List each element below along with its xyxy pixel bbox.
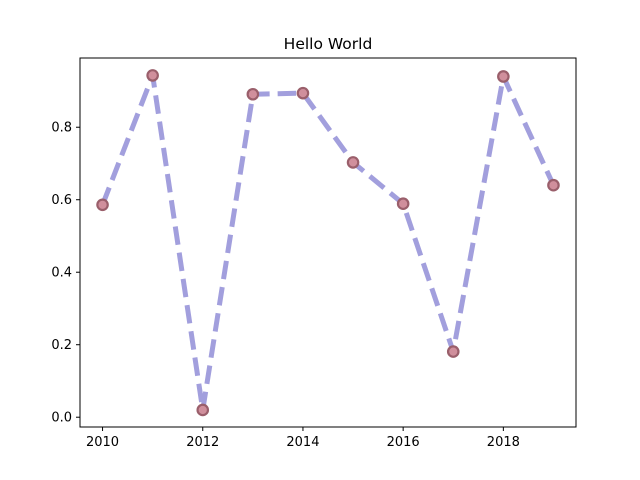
plot-frame	[79, 57, 577, 428]
x-tick-label: 2014	[286, 435, 319, 450]
data-point	[96, 198, 109, 212]
x-tick-label: 2016	[387, 435, 420, 450]
y-tick-label: 0.8	[51, 121, 72, 136]
data-point	[346, 156, 360, 169]
data-point	[396, 197, 410, 211]
data-point	[497, 70, 510, 83]
data-point	[246, 87, 260, 101]
series-line	[100, 72, 556, 413]
x-tick-label: 2010	[86, 435, 119, 450]
y-tick-label: 0.2	[51, 338, 72, 353]
y-tick-label: 0.4	[51, 266, 72, 281]
data-point	[146, 69, 159, 82]
plot-area: 2010 2012 2014 2016 2018 0.0 0.2 0.4 0.6 0.8	[51, 69, 560, 450]
y-tick-label: 0.6	[51, 193, 72, 208]
y-tick-label: 0.0	[51, 411, 72, 426]
x-tick-label: 2012	[186, 435, 219, 450]
data-point	[196, 403, 210, 417]
chart-title: Hello World	[284, 35, 373, 53]
data-point	[547, 178, 560, 192]
data-point	[296, 86, 310, 100]
data-point	[446, 345, 460, 358]
x-tick-label: 2018	[487, 435, 520, 450]
